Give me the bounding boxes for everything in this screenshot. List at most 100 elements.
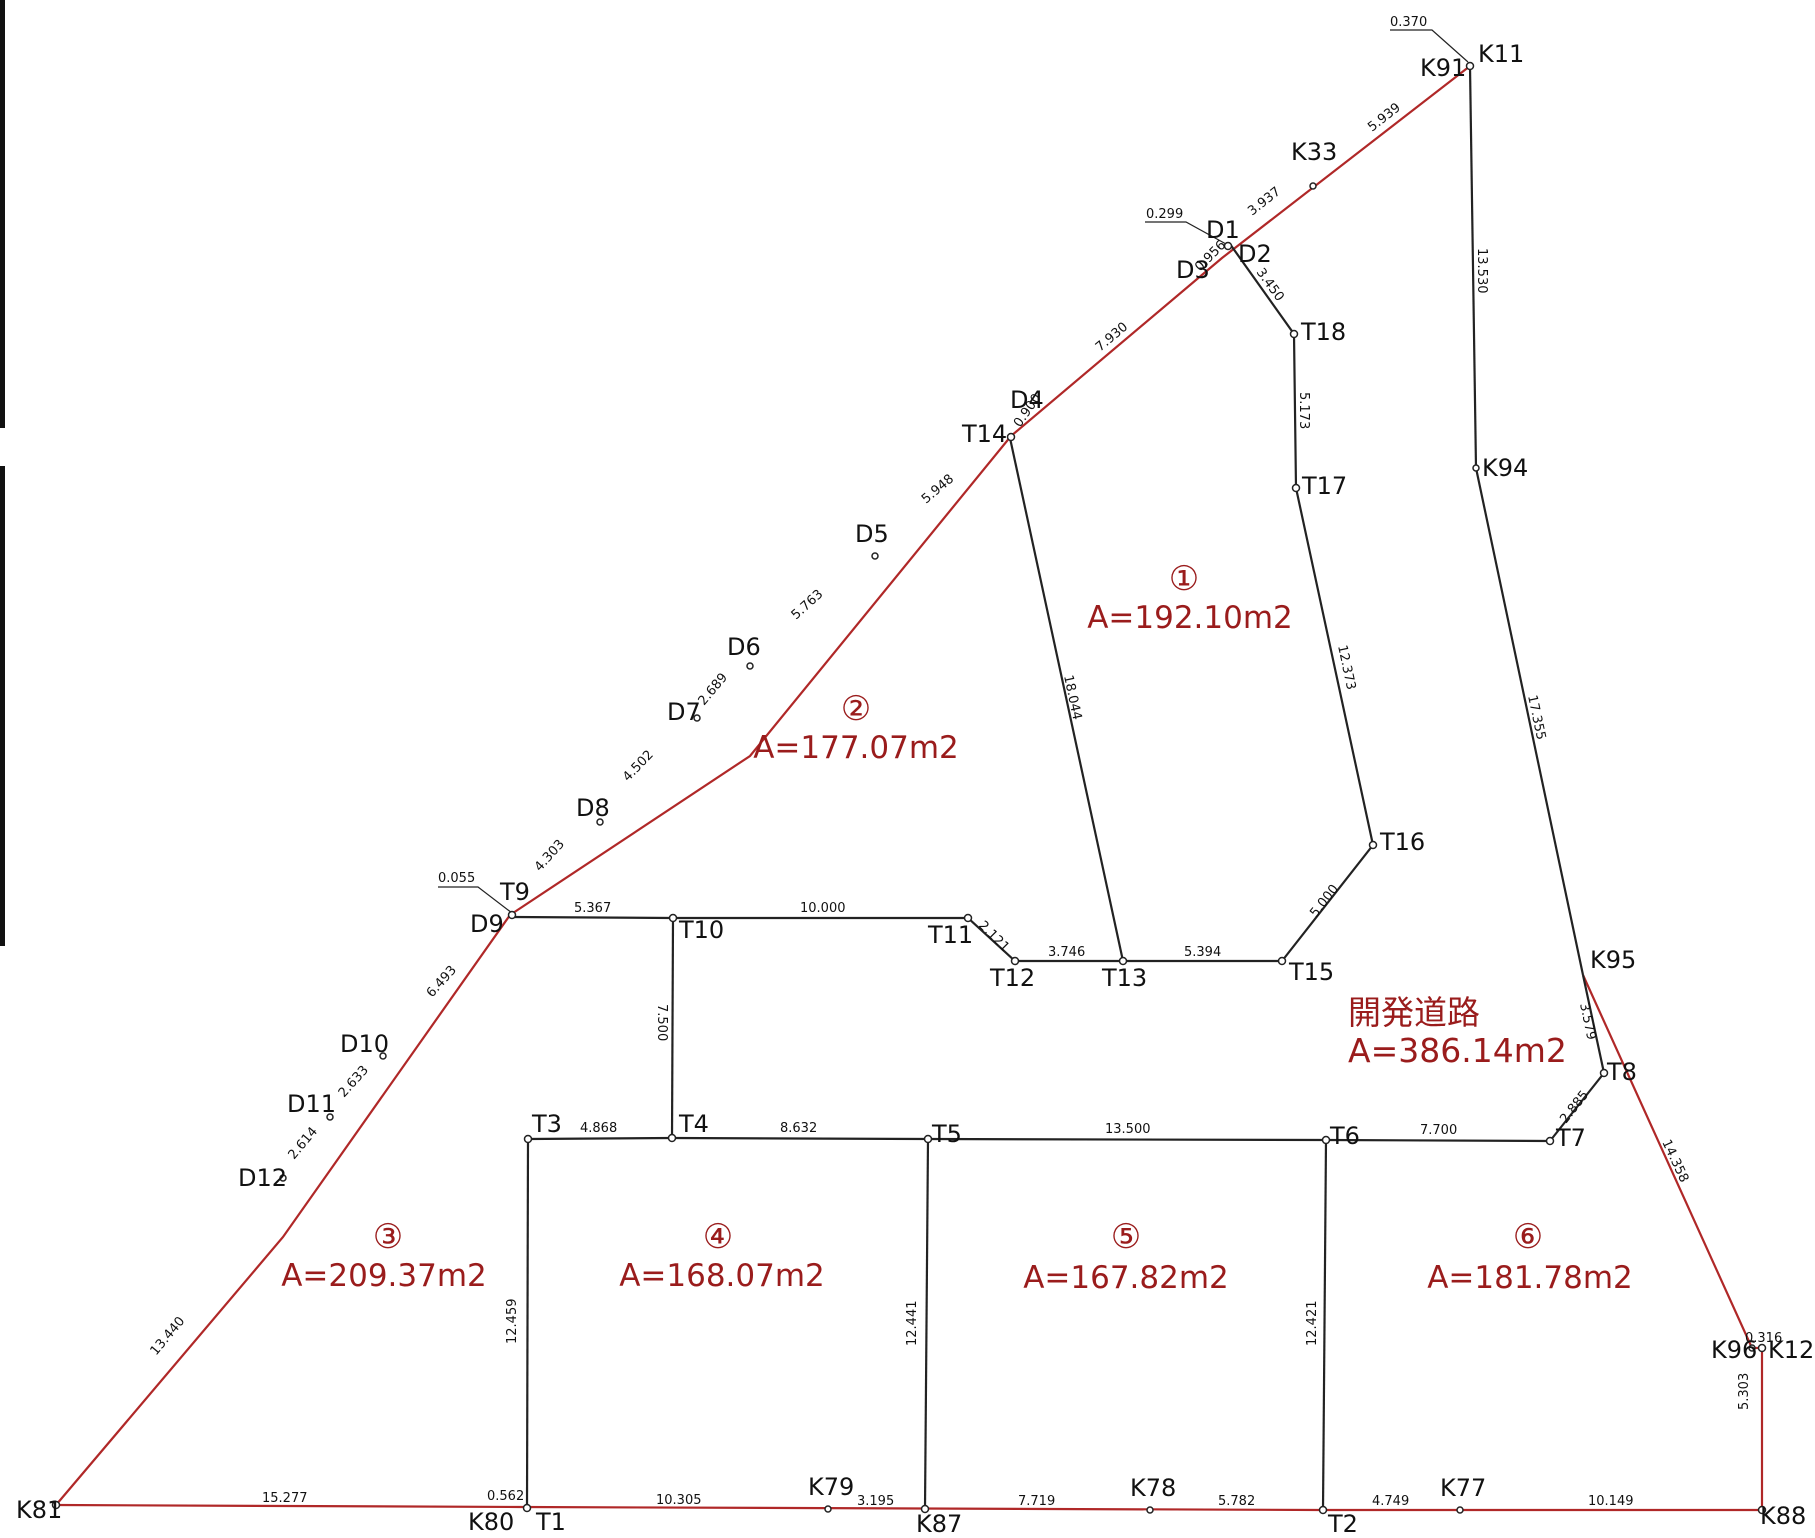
dim-d11-d12: 2.614	[286, 1124, 321, 1162]
marker-t17	[1291, 483, 1301, 493]
road-area: A=386.14m2	[1348, 1031, 1567, 1070]
dim-t13-t15: 5.394	[1184, 945, 1221, 960]
marker-t1	[522, 1503, 532, 1513]
boundary-west-diagonal	[55, 65, 1471, 1506]
label-d4: D4	[1010, 386, 1044, 414]
marker-t11	[963, 913, 973, 923]
label-d5: D5	[855, 520, 889, 548]
marker-t16	[1368, 840, 1378, 850]
dim-k79-k87: 3.195	[857, 1494, 894, 1509]
marker-t15	[1277, 956, 1287, 966]
dim-t14-d5: 5.948	[919, 472, 957, 507]
lot-1-area: A=192.10m2	[1087, 600, 1293, 636]
marker-t7	[1545, 1136, 1555, 1146]
line-k11-k94	[1468, 65, 1478, 469]
lot-6-area: A=181.78m2	[1427, 1260, 1633, 1296]
label-t12: T12	[989, 964, 1035, 992]
dim-t5-t6: 13.500	[1105, 1122, 1151, 1137]
label-d9: D9	[470, 910, 504, 938]
marker-d7	[693, 714, 701, 722]
marker-k94	[1472, 464, 1480, 472]
marker-k79	[824, 1505, 832, 1513]
dim-d5-d6: 5.763	[789, 587, 827, 623]
dim-t2-k77: 4.749	[1372, 1494, 1409, 1509]
label-k95: K95	[1590, 946, 1636, 974]
marker-k96	[1748, 1344, 1756, 1352]
dim-d7-d8: 4.502	[620, 748, 657, 785]
label-k81: K81	[16, 1496, 62, 1524]
dim-k77-k88: 10.149	[1588, 1494, 1634, 1509]
lot-labels: ① A=192.10m2 ② A=177.07m2 ③ A=209.37m2 ④…	[281, 559, 1633, 1296]
dim-t6-t2: 12.421	[1305, 1301, 1320, 1347]
dim-k78-t2: 5.782	[1218, 1494, 1255, 1509]
lot-6-number: ⑥	[1513, 1217, 1543, 1257]
label-t16: T16	[1379, 828, 1425, 856]
marker-t4	[667, 1133, 677, 1143]
marker-k77	[1456, 1506, 1464, 1514]
marker-t2	[1318, 1505, 1328, 1515]
point-markers	[51, 61, 1767, 1515]
line-t9-t10-t11-t12-t15	[511, 915, 1282, 963]
marker-k87	[920, 1504, 930, 1514]
label-t10: T10	[678, 916, 724, 944]
line-t14-t13	[1008, 437, 1125, 962]
dim-t3-t4: 4.868	[580, 1121, 617, 1136]
dim-t3-t1: 12.459	[505, 1299, 520, 1345]
dim-k95-t8: 3.579	[1576, 1002, 1598, 1042]
dim-t12-t13: 3.746	[1048, 945, 1085, 960]
dim-t8-t7: 2.885	[1557, 1088, 1592, 1127]
label-t4: T4	[678, 1110, 709, 1138]
boundary-east	[1581, 974, 1764, 1510]
marker-t14	[1006, 432, 1016, 442]
label-k33: K33	[1291, 138, 1337, 166]
line-t3-t1	[525, 1138, 530, 1509]
line-k94-k95	[1474, 467, 1585, 976]
label-k12: K12	[1768, 1336, 1814, 1364]
label-d2: D2	[1238, 240, 1272, 268]
lot-5-number: ⑤	[1111, 1217, 1141, 1257]
dim-t4-t5: 8.632	[780, 1121, 817, 1136]
line-t10-t4	[670, 917, 675, 1139]
dim-k81-k80: 15.277	[262, 1491, 308, 1506]
label-d11: D11	[287, 1090, 336, 1118]
label-d3: D3	[1176, 256, 1210, 284]
label-d7: D7	[667, 698, 701, 726]
dim-k11-offset: 0.370	[1390, 15, 1427, 30]
dim-t18-t17: 5.173	[1296, 392, 1311, 429]
dim-t1-k79: 10.305	[656, 1493, 702, 1508]
lot-5-area: A=167.82m2	[1023, 1260, 1229, 1296]
lot-3-area: A=209.37m2	[281, 1258, 487, 1294]
label-d1: D1	[1206, 216, 1240, 244]
dim-k87-k78: 7.719	[1018, 1494, 1055, 1509]
marker-t9	[507, 910, 517, 920]
label-d12: D12	[238, 1164, 287, 1192]
label-k78: K78	[1130, 1474, 1176, 1502]
label-k91: K91	[1420, 54, 1466, 82]
marker-t3	[523, 1134, 533, 1144]
marker-k88	[1757, 1505, 1767, 1515]
dim-d10-d11: 2.633	[336, 1063, 372, 1101]
lot-3-number: ③	[373, 1217, 403, 1257]
marker-d10	[379, 1052, 387, 1060]
label-t18: T18	[1300, 318, 1346, 346]
lot-4-area: A=168.07m2	[619, 1258, 825, 1294]
marker-d8	[596, 818, 604, 826]
dim-t8-k96: 14.358	[1658, 1137, 1691, 1185]
leader-k11	[1390, 29, 1469, 63]
lot-4-number: ④	[703, 1217, 733, 1257]
dim-k12-k88: 5.303	[1737, 1373, 1752, 1410]
dim-t5-k87: 12.441	[905, 1301, 920, 1347]
label-t7: T7	[1555, 1124, 1586, 1152]
lot-2-number: ②	[841, 689, 871, 729]
label-k80: K80	[468, 1508, 514, 1536]
label-d8: D8	[576, 794, 610, 822]
dim-t10-t11: 10.000	[800, 901, 846, 916]
label-k11: K11	[1478, 40, 1524, 68]
marker-d11	[326, 1113, 334, 1121]
boundary-south	[55, 1503, 1762, 1512]
marker-k78	[1146, 1506, 1154, 1514]
label-k96: K96	[1711, 1336, 1757, 1364]
label-k87: K87	[916, 1510, 962, 1538]
dim-t15-t16: 5.000	[1307, 882, 1342, 921]
